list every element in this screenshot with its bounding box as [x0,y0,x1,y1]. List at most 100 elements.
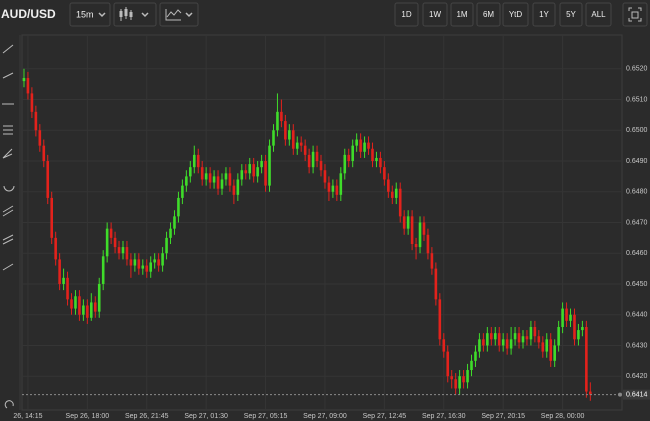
candle-body [458,376,461,389]
range-button[interactable] [532,2,556,27]
candle-body [62,277,65,284]
candle-body [470,360,473,371]
range-button[interactable] [502,2,529,27]
range-label[interactable]: YtD [509,10,523,19]
candle-body [390,191,394,198]
candle-body [220,179,224,189]
range-button[interactable] [476,2,501,27]
candle-body [30,93,34,112]
candle-body [299,142,303,146]
candle-body [212,176,216,183]
candle-body [82,305,85,315]
candle-body [335,185,339,195]
candle-body [501,339,505,346]
candle-body [117,247,121,254]
candle-body [129,259,133,266]
y-tick-label: 0.6450 [626,281,648,288]
candle-body [355,139,358,146]
range-label[interactable]: 1D [401,10,411,19]
candle-body [268,145,271,186]
interval-dropdown[interactable]: 15m [69,2,111,27]
candle-body [26,78,30,94]
candle-body [371,148,374,162]
candle-body [406,216,410,229]
range-button[interactable] [585,2,612,27]
candle-body [537,336,541,343]
candle-body [577,330,580,340]
candle-body [204,173,208,180]
range-label[interactable]: 5Y [566,10,576,19]
range-button[interactable] [422,2,448,27]
candle-body [260,161,263,168]
candle-body [438,299,442,340]
candle-body [573,314,576,340]
y-tick-label: 0.6510 [626,96,648,103]
candle-body [450,376,454,380]
candle-body [410,216,414,245]
candle-body [549,339,553,361]
candle-body [101,256,105,284]
candle-body [141,265,145,269]
x-tick-label: Sep 27, 05:15 [244,413,288,420]
symbol[interactable]: AUD/USD [1,7,56,21]
candle-body [490,333,493,340]
candle-body [541,342,545,352]
candle-body [398,188,402,217]
drawing-tools[interactable] [2,44,15,409]
candle-body [125,247,129,260]
y-tick-label: 0.6420 [626,373,648,380]
candle-body [291,130,295,149]
indicators-dropdown[interactable] [159,2,199,27]
candle-body [240,170,244,180]
range-label[interactable]: 1Y [539,10,549,19]
last-price-label: 0.6414 [626,391,648,398]
candle-body [145,265,149,272]
candle-body [394,188,398,198]
range-button[interactable] [450,2,474,27]
candle-body [315,151,319,162]
x-tick-label: Sep 27, 16:30 [422,413,466,420]
candle-body [38,130,42,146]
y-tick-label: 0.6480 [626,189,648,196]
y-tick-label: 0.6500 [626,127,648,134]
candle-body [244,170,248,174]
candle-body [288,130,291,140]
candle-body [93,302,97,312]
y-tick-label: 0.6430 [626,342,648,349]
range-label[interactable]: 1W [429,10,441,19]
range-label[interactable]: ALL [591,10,606,19]
candle-body [196,154,200,168]
range-button[interactable] [559,2,583,27]
candle-body [113,237,117,248]
candle-body [109,228,113,238]
range-button[interactable] [394,2,419,27]
candle-body [553,345,556,361]
range-label[interactable]: 6M [483,10,494,19]
candle-body [276,111,279,131]
candle-body [165,237,168,254]
candle-body [303,145,307,155]
expand-button[interactable] [622,2,648,27]
candle-body [284,121,287,140]
candle-body [442,339,446,352]
candle-body [367,142,370,149]
candle-body [153,259,156,263]
candle-body [375,157,378,162]
candle-body [363,142,366,152]
candle-body [22,78,26,82]
x-tick-label: Sep 27, 20:15 [481,413,525,420]
candle-body [307,154,311,168]
interval[interactable]: 15m [76,9,94,19]
candle-body [565,308,568,321]
candle-body [105,228,109,257]
range-label[interactable]: 1M [456,10,467,19]
candle-body [189,167,192,177]
drawing-toolbar [2,35,21,410]
candle-body [493,333,497,340]
candle-body [589,391,592,395]
y-tick-label: 0.6440 [626,312,648,319]
candle-body [192,154,196,168]
chart-type-dropdown[interactable] [113,2,157,27]
candle-body [331,185,335,192]
